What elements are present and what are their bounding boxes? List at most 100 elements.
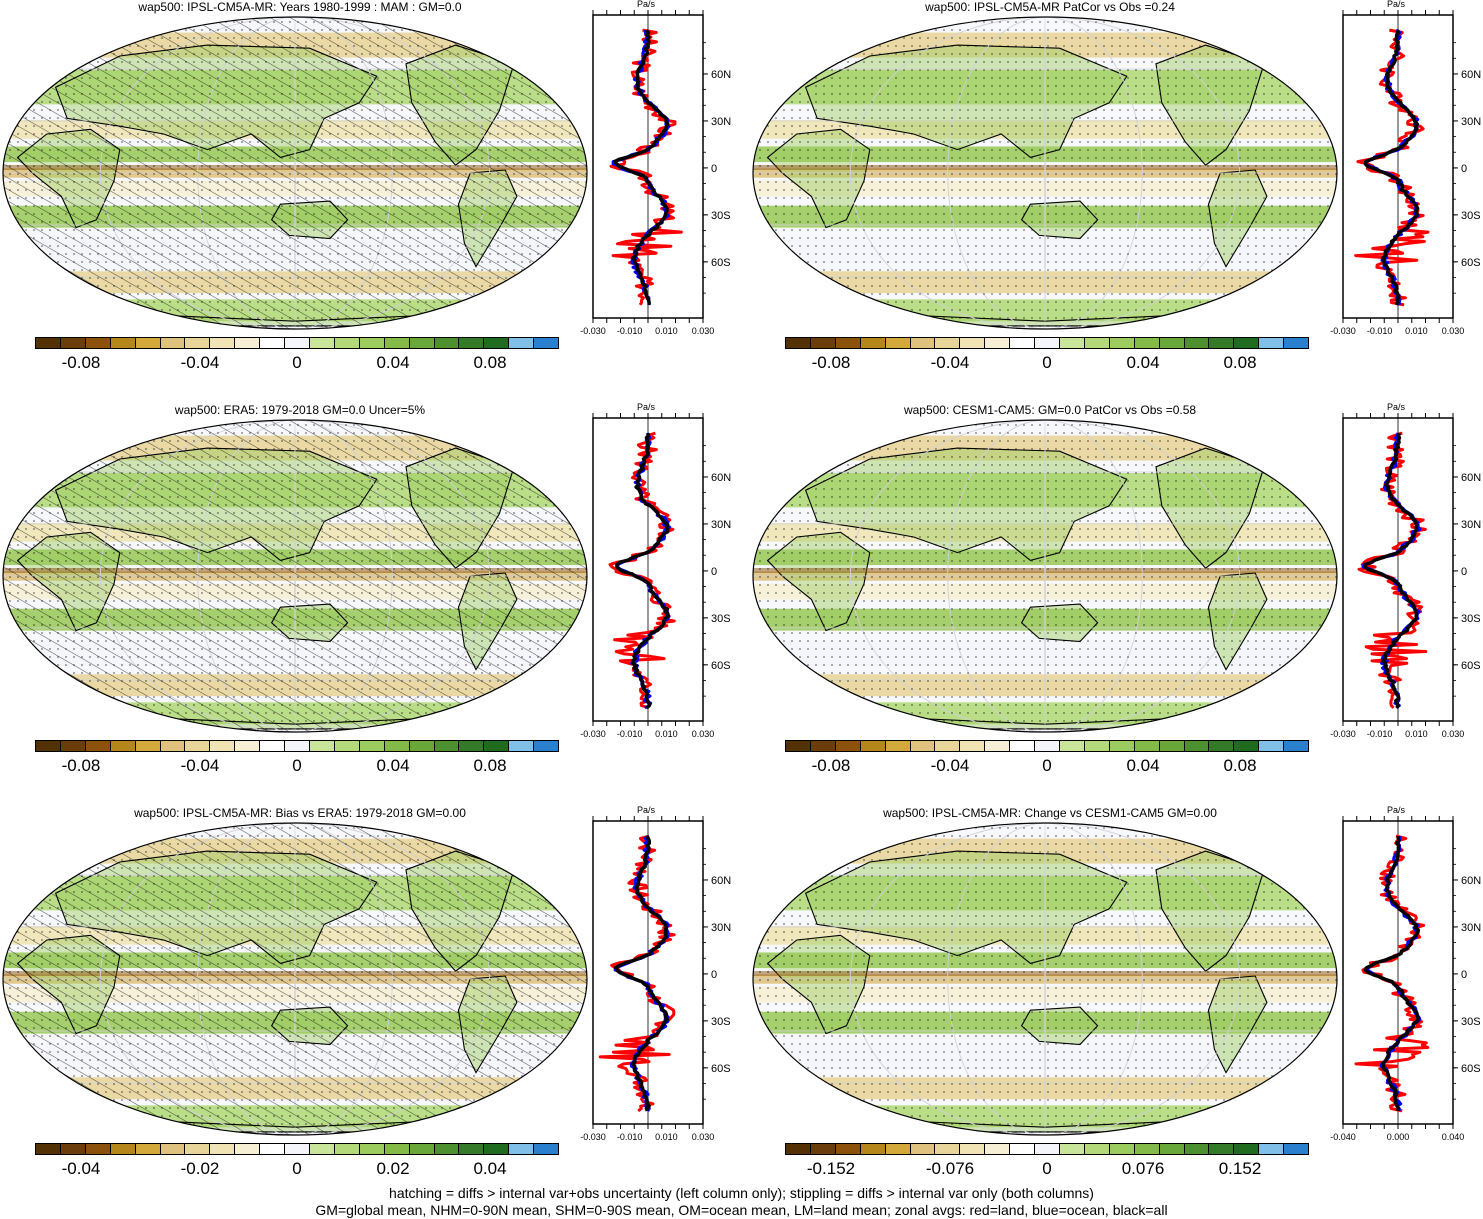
colorbar-segment [285,741,310,751]
colorbar-segment [110,1144,136,1154]
colorbar-segment [885,741,911,751]
zonal-latitude-label: 30S [711,1016,731,1028]
zonal-all-line [613,28,670,306]
world-map [752,419,1338,733]
colorbar-segment [260,1144,286,1154]
colorbar-tick-label: -0.152 [806,1159,856,1178]
colorbar-segment [434,1144,460,1154]
colorbar-segment [1234,741,1260,751]
colorbar-segment [1035,338,1060,348]
colorbar [785,337,1309,349]
colorbar-tick-label: 0.04 [1126,756,1160,775]
colorbar-segment [210,338,236,348]
colorbar-tick-label: -0.04 [930,756,970,775]
colorbar-segment [1159,741,1185,751]
colorbar-tick-label: 0 [1042,353,1052,372]
zonal-land-line [1357,431,1428,709]
colorbar-segment [1010,741,1036,751]
panel-ipsl-patcor: wap500: IPSL-CM5A-MR PatCor vs Obs =0.24… [750,0,1483,400]
zonal-x-tick-label: 0.030 [1442,326,1465,335]
colorbar-segment [409,1144,435,1154]
colorbar-segment [359,1144,385,1154]
colorbar-segment [185,338,211,348]
colorbar-segment [1259,338,1285,348]
colorbar-segment [1010,1144,1036,1154]
zonal-latitude-label: 60S [711,1063,731,1075]
zonal-unit-label: Pa/s [637,0,656,9]
colorbar-segment [1209,741,1235,751]
colorbar-segment [110,338,136,348]
colorbar-segment [935,741,961,751]
colorbar-segment [135,1144,161,1154]
colorbar-segment [484,338,510,348]
colorbar-segment [885,1144,911,1154]
colorbar-segment [786,1144,811,1154]
colorbar-segment [285,338,310,348]
colorbar-segment [534,741,559,751]
colorbar-segment [935,338,961,348]
colorbar [785,1143,1309,1155]
zonal-all-line [1362,432,1419,709]
zonal-x-tick-label: -0.010 [617,729,643,738]
colorbar-segment [1234,338,1260,348]
colorbar-segment [985,1144,1011,1154]
panel-era5-climatology: wap500: ERA5: 1979-2018 GM=0.0 Uncer=5% … [0,403,740,803]
zonal-x-tick-label: 0.030 [692,326,715,335]
colorbar-segment [60,741,86,751]
zonal-mean-plot: Pa/s -0.030 -0.010 0.010 0.030 60N 30N 0 30S 60S [580,0,731,335]
colorbar-segment [960,741,986,751]
colorbar-segment [835,741,861,751]
colorbar-segment [786,741,811,751]
colorbar-segment [110,741,136,751]
zonal-unit-label: Pa/s [1387,806,1406,815]
colorbar-segment [309,741,335,751]
colorbar-segment [1184,1144,1210,1154]
colorbar-segment [810,338,836,348]
colorbar-segment [160,741,186,751]
colorbar-segment [484,1144,510,1154]
zonal-latitude-label: 60S [1461,1063,1481,1075]
zonal-latitude-label: 30N [1461,922,1481,934]
colorbar-tick-label: -0.076 [925,1159,975,1178]
colorbar-segment [359,741,385,751]
colorbar-tick-label: 0.04 [1126,353,1160,372]
colorbar-segment [810,1144,836,1154]
zonal-latitude-label: 30N [711,922,731,934]
colorbar-segment [85,741,111,751]
colorbar-segment [860,338,886,348]
colorbar-segment [135,741,161,751]
colorbar-tick-label: 0.04 [473,1159,507,1178]
colorbar-segment [334,741,360,751]
colorbar-segment [135,338,161,348]
colorbar-segment [235,741,261,751]
colorbar-segment [1109,338,1135,348]
colorbar-tick-label: 0 [1042,1159,1052,1178]
colorbar-segment [359,338,385,348]
world-map [2,419,588,733]
zonal-x-tick-label: 0.010 [1405,729,1428,738]
colorbar-tick-label: 0.04 [376,353,410,372]
zonal-latitude-label: 30S [711,613,731,625]
colorbar-segment [910,1144,936,1154]
zonal-latitude-label: 60S [1461,660,1481,672]
panel-ipsl-bias: wap500: IPSL-CM5A-MR: Bias vs ERA5: 1979… [0,806,740,1206]
colorbar-segment [1234,1144,1260,1154]
zonal-latitude-label: 0 [711,969,717,981]
colorbar-segment [1059,741,1085,751]
colorbar-segment [1035,741,1060,751]
zonal-latitude-label: 30N [711,519,731,531]
colorbar-segment [534,338,559,348]
zonal-unit-label: Pa/s [1387,0,1406,9]
zonal-all-line [1363,835,1421,1112]
colorbar-segment [509,338,535,348]
colorbar-segment [786,338,811,348]
colorbar-segment [534,1144,559,1154]
colorbar-segment [260,741,286,751]
zonal-latitude-label: 60N [711,472,731,484]
zonal-mean-plot: Pa/s -0.030 -0.010 0.010 0.030 60N 30N 0 30S 60S [1330,403,1481,738]
colorbar-segment [309,338,335,348]
panel-title: wap500: IPSL-CM5A-MR: Change vs CESM1-CA… [883,806,1217,820]
colorbar-segment [459,1144,485,1154]
zonal-latitude-label: 0 [711,163,717,175]
colorbar-segment [1084,338,1110,348]
